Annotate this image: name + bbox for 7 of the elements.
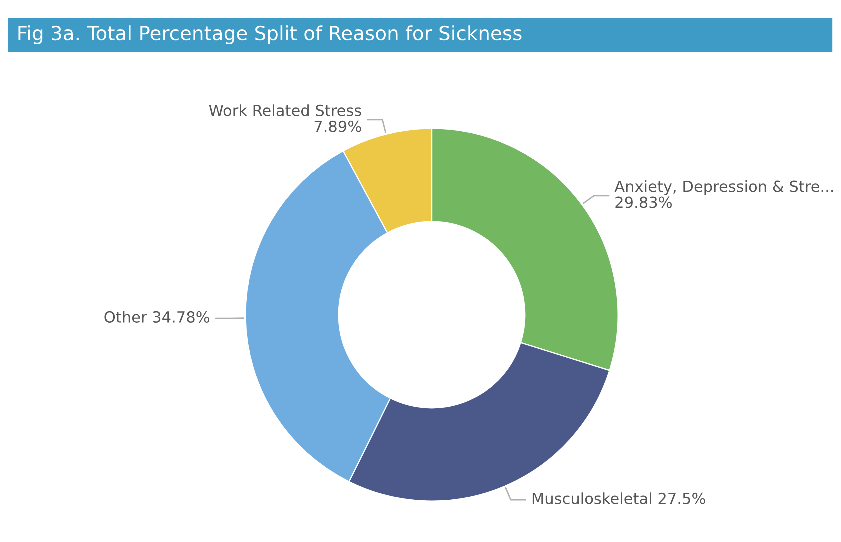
slice-label: Work Related Stress bbox=[209, 104, 362, 116]
slice-label: Musculoskeletal 27.5% bbox=[532, 492, 706, 504]
slice-label: Other 34.78% bbox=[104, 311, 210, 323]
data-label: 7.89% bbox=[314, 120, 362, 132]
data-label: 29.83% bbox=[616, 196, 672, 208]
chart-title: Fig 3a. Total Percentage Split of Reason for Sickness bbox=[18, 26, 522, 44]
slice-label: Anxiety, Depression & Stre... bbox=[614, 180, 834, 196]
